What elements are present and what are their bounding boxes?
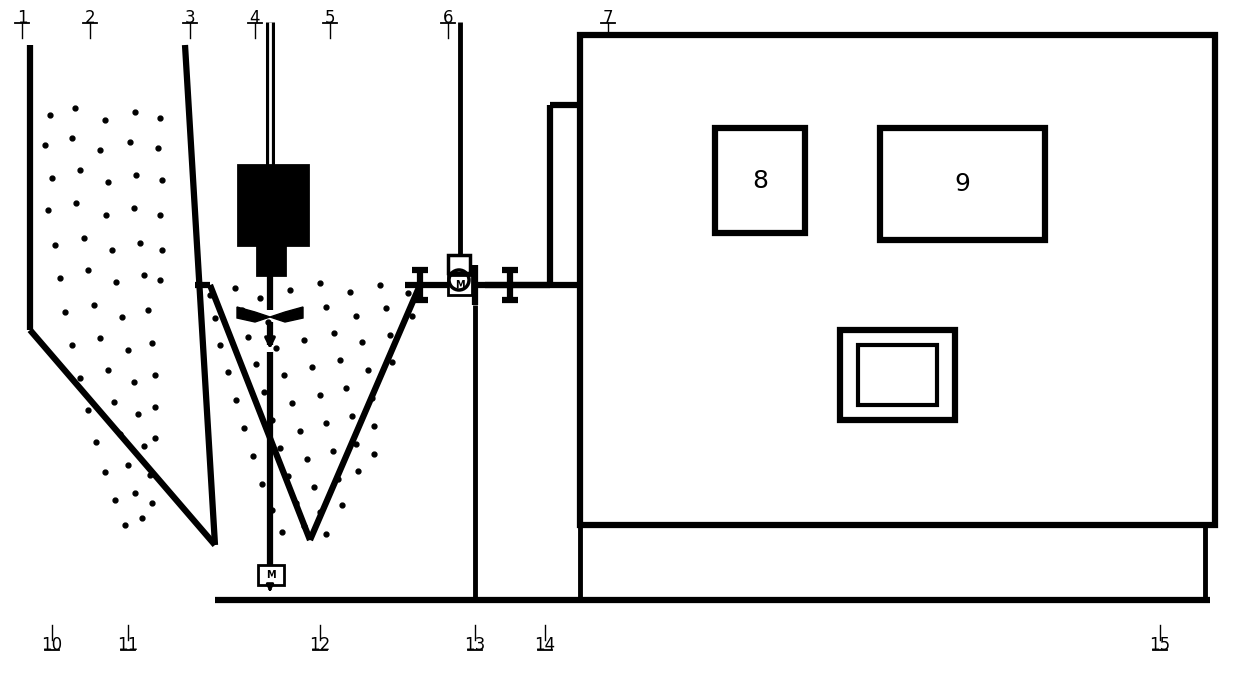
Text: 6: 6 (443, 9, 454, 27)
Text: 8: 8 (751, 169, 768, 193)
Text: 3: 3 (185, 9, 196, 27)
Bar (580, 35, 1215, 525)
Bar (258, 565, 284, 585)
Text: M: M (455, 280, 465, 290)
Text: 9: 9 (955, 172, 971, 196)
Bar (238, 165, 308, 245)
Bar (858, 345, 937, 405)
Text: 15: 15 (1149, 636, 1171, 654)
Bar (448, 255, 470, 273)
Bar (880, 128, 1045, 240)
Text: 2: 2 (84, 9, 95, 27)
Text: 4: 4 (249, 9, 260, 27)
Bar (448, 275, 472, 295)
Text: 14: 14 (534, 636, 556, 654)
Text: 10: 10 (41, 636, 62, 654)
Bar (839, 330, 955, 420)
Polygon shape (237, 307, 270, 322)
Text: 1: 1 (16, 9, 27, 27)
Bar (257, 245, 285, 275)
Polygon shape (270, 307, 303, 322)
Text: 5: 5 (325, 9, 335, 27)
Text: M: M (267, 570, 275, 580)
Text: 7: 7 (603, 9, 614, 27)
Text: 11: 11 (118, 636, 139, 654)
Text: 13: 13 (464, 636, 486, 654)
Bar (715, 128, 805, 233)
Text: 12: 12 (309, 636, 331, 654)
